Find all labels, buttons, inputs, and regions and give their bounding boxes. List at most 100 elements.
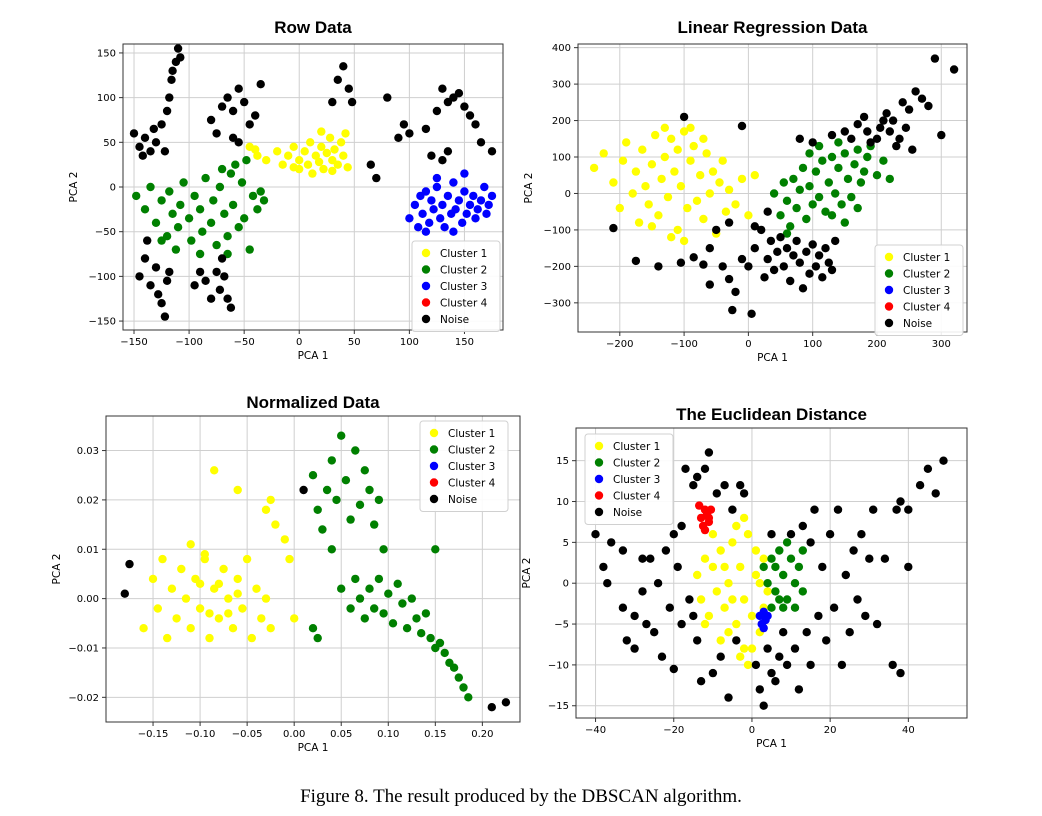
legend: Cluster 1 Cluster 2 Cluster 3 Cluster 4 Nois… [874,244,964,336]
legend-marker [429,478,439,487]
data-point [454,673,463,682]
x-axis-label: PCA 1 [298,350,329,362]
legend-label: Cluster 1 [903,252,950,264]
data-point [599,149,608,158]
data-point [205,633,214,643]
data-point [224,609,233,618]
data-point [638,145,647,154]
data-point [869,505,878,514]
data-point [201,276,210,285]
data-point [712,587,721,596]
data-point [173,223,183,232]
data-point [427,151,436,160]
data-point [266,624,275,633]
data-point [763,611,772,621]
data-point [407,594,416,603]
data-point [876,123,885,132]
data-point [140,205,150,214]
data-point [256,80,265,89]
data-point [399,120,409,129]
data-point [863,127,872,136]
legend-marker [594,458,604,467]
data-point [689,611,698,621]
data-point [217,254,227,263]
data-point [179,178,188,187]
data-point [388,619,398,628]
data-point [212,240,221,250]
data-point [654,262,663,271]
data-point [168,209,177,218]
data-point [431,545,440,554]
data-point [634,218,644,227]
data-point [850,160,859,169]
data-point [484,200,493,210]
legend-marker [421,314,431,324]
data-point [811,167,821,176]
data-point [743,660,753,670]
data-point [217,102,227,111]
data-point [251,111,260,120]
data-point [904,562,913,572]
chart-title: Linear Regression Data [678,18,868,37]
data-point [853,145,862,154]
x-tick-label: 0 [296,337,302,348]
data-point [847,192,856,202]
data-point [158,554,167,564]
data-point [744,211,753,220]
x-tick-label: 0.15 [424,729,446,740]
data-point [129,129,139,138]
data-point [700,619,710,629]
normalized-data-chart: −0.15 −0.10 −0.05 0.00 0.05 0.10 0.15 0.20 −0.02… [51,393,521,754]
y-tick-label: 100 [97,93,116,104]
data-point [234,223,243,232]
y-tick-label: −50 [95,227,116,238]
data-point [776,211,785,220]
data-point [365,584,374,593]
data-point [773,247,782,256]
data-point [939,456,948,465]
data-point [840,218,849,227]
data-point [278,160,287,169]
data-point [728,305,737,315]
data-point [814,141,824,151]
legend-label: Cluster 3 [613,474,660,486]
data-point [151,138,161,147]
data-point [833,505,843,514]
data-point [704,513,714,523]
data-point [333,160,342,169]
data-point [763,207,772,216]
y-tick-label: 10 [556,497,569,508]
data-point [284,151,293,160]
data-point [214,614,224,623]
data-point [308,169,317,178]
x-tick-label: −200 [606,339,633,350]
data-point [917,94,927,103]
data-point [224,594,233,603]
data-point [786,222,795,231]
data-point [248,191,258,201]
data-point [782,196,792,205]
series-cluster-2 [132,156,269,259]
data-point [176,200,185,210]
plot-frame [105,415,521,723]
data-point [638,587,647,596]
data-point [704,448,714,457]
data-point [319,164,328,174]
data-point [737,121,747,131]
data-point [790,644,800,653]
data-point [125,559,134,569]
data-point [163,633,172,643]
data-point [811,262,821,271]
data-point [355,500,365,509]
data-point [641,182,650,191]
data-point [360,466,369,475]
data-point [469,191,478,201]
data-point [609,223,618,233]
data-point [347,97,357,107]
data-point [451,205,460,214]
data-point [653,579,663,588]
y-tick-label: −10 [548,660,569,671]
y-tick-label: 200 [552,116,571,127]
series-cluster-1 [589,123,759,246]
series-cluster-1 [245,127,352,178]
